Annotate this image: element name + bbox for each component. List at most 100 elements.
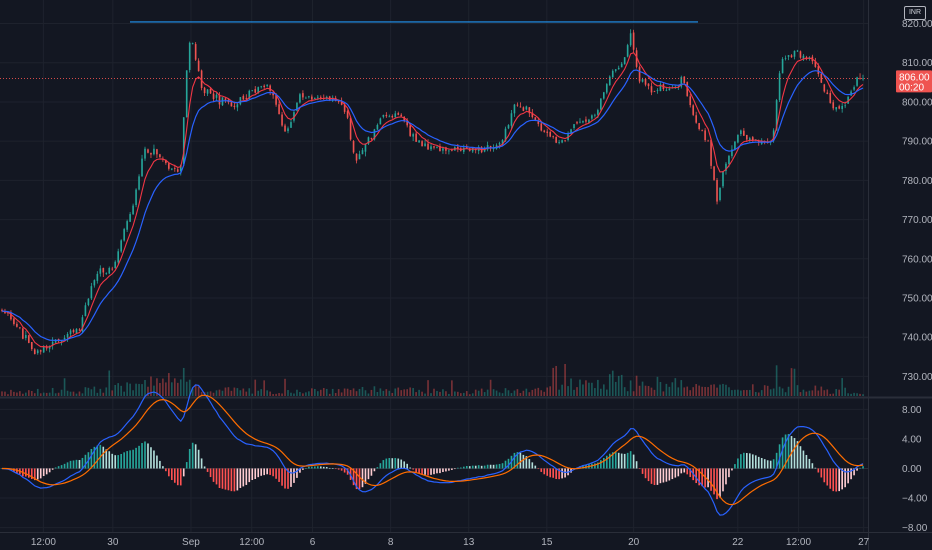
macd-hist-bar-123 [367,468,370,480]
price-axis-label-9: 820.00 [902,19,932,30]
macd-hist-bar-162 [483,465,486,469]
macd-hist-bar-21 [63,463,66,469]
macd-hist-bar-281 [838,468,841,492]
volume-bar-55 [165,382,167,396]
volume-bar-142 [424,393,426,396]
macd-hist-bar-243 [725,468,727,485]
macd-hist-bar-179 [534,465,537,469]
candle-body-56 [168,163,170,169]
time-axis-label-1: 30 [107,537,119,548]
macd-hist-bar-69 [206,468,209,472]
volume-bar-127 [379,388,382,396]
macd-hist-bar-40 [120,453,122,469]
time-axis[interactable]: 12:00 30 Sep 12:00 6 8 13 15 20 22 12:00 27 [31,537,870,548]
candle-body-25 [75,328,78,333]
macd-hist-bar-184 [549,468,552,478]
candle-body-235 [701,130,703,132]
candle-body-92 [275,94,277,105]
price-axis[interactable]: 730.00 740.00 750.00 760.00 770.00 780.00 790.… [902,19,932,534]
volume-bar-221 [659,381,662,396]
macd-hist-bar-144 [430,468,432,475]
candle-body-279 [832,102,835,109]
macd-hist-bar-187 [558,468,560,480]
volume-bar-48 [144,379,146,396]
macd-hist-bar-166 [495,464,498,469]
macd-axis-label-0: 8.00 [902,405,922,416]
candle-body-196 [585,119,587,122]
volume-bar-237 [707,387,709,396]
candle-body-33 [99,268,102,274]
volume-bar-18 [54,393,57,396]
candle-body-21 [63,337,66,340]
macd-hist-bar-195 [582,465,584,469]
macd-hist-bar-266 [793,438,796,469]
candle-body-142 [424,143,426,147]
candle-body-14 [42,346,45,353]
macd-hist-bar-159 [474,465,477,469]
candle-body-220 [656,90,659,91]
macd-axis-label-4: −8.00 [902,523,928,534]
volume-bar-212 [632,391,635,396]
candle-body-228 [680,77,683,87]
candle-body-6 [19,327,21,329]
candle-body-24 [72,329,75,333]
candle-body-263 [784,57,787,59]
candle-body-245 [731,149,733,157]
macd-hist-bar-31 [93,446,96,469]
macd-hist-bar-282 [841,468,843,490]
macd-hist-bar-4 [13,468,15,473]
volume-bar-274 [817,390,820,396]
volume-bar-87 [260,389,263,396]
macd-hist-bar-203 [605,455,608,469]
macd-hist-bar-90 [269,468,271,475]
candle-body-120 [358,154,361,160]
volume-bar-159 [474,389,477,396]
volume-bar-7 [22,393,24,396]
candle-body-246 [734,141,736,150]
macd-hist-bar-118 [352,468,355,486]
candle-body-270 [805,57,808,58]
volume-bar-228 [680,380,683,396]
macd-hist-bar-20 [60,465,63,469]
volume-bar-216 [644,385,647,396]
volume-bar-95 [284,378,286,396]
macd-hist-bar-113 [337,468,340,470]
volume-bar-224 [668,386,671,396]
candle-body-208 [620,63,623,68]
volume-bar-257 [766,385,769,396]
volume-bar-84 [251,393,254,396]
macd-hist-bar-70 [209,468,212,478]
volume-bar-180 [537,387,540,396]
macd-hist-bar-174 [519,452,522,469]
macd-hist-bar-178 [531,462,534,469]
time-axis-label-2: Sep [182,537,200,548]
macd-hist-bar-186 [555,468,557,479]
candle-body-47 [141,158,143,177]
macd-hist-bar-131 [391,458,394,469]
candle-body-114 [340,101,343,105]
volume-bar-268 [799,392,802,396]
volume-bar-50 [150,376,152,396]
candle-body-191 [570,129,572,135]
candle-body-60 [179,164,182,172]
volume-bar-58 [173,378,176,396]
candle-body-91 [272,92,274,96]
volume-bar-183 [546,387,549,396]
candle-body-206 [614,69,617,71]
candle-body-122 [364,144,367,152]
macd-hist-bar-153 [457,467,459,469]
volume-bar-114 [340,392,343,396]
volume-bar-246 [734,389,736,396]
candle-body-101 [302,93,304,98]
volume-bar-57 [171,382,173,396]
candle-body-37 [111,268,114,270]
macd-hist-bar-87 [260,468,263,476]
macd-hist-bar-216 [644,468,647,479]
volume-bar-45 [135,383,137,396]
currency-badge[interactable]: INR [904,6,926,20]
candle-body-250 [746,134,748,140]
candle-body-85 [254,89,257,93]
candle-body-17 [51,341,54,345]
candle-body-150 [448,150,450,152]
